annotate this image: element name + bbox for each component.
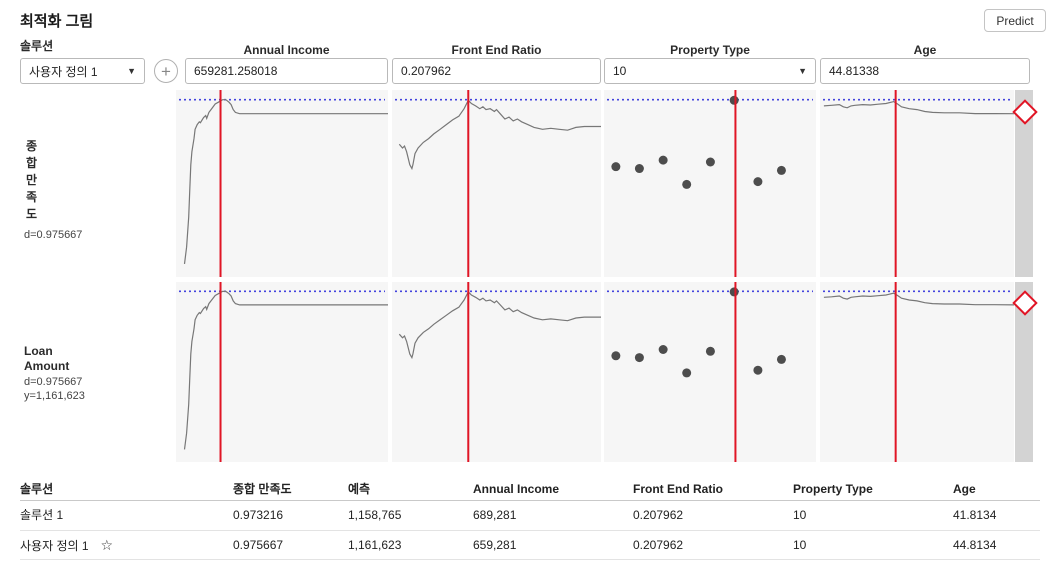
cell-solution-name: 사용자 정의 1 ☆: [20, 537, 114, 553]
profiler-cell-desirability-property-type[interactable]: [604, 90, 816, 277]
factor-header-property-type: Property Type: [670, 43, 750, 57]
col-header-desirability: 종합 만족도: [233, 482, 292, 496]
col-header-property-type: Property Type: [793, 482, 873, 496]
profiler-cell-desirability-front-end-ratio[interactable]: [392, 90, 601, 277]
desirability-d-value: d=0.975667: [24, 229, 83, 241]
profiler-cell-desirability-annual-income[interactable]: [176, 90, 388, 277]
profiler-cell-loan-amount-property-type[interactable]: [604, 282, 816, 462]
factor-header-front-end-ratio: Front End Ratio: [451, 43, 542, 57]
loan-amount-d-value: d=0.975667: [24, 376, 83, 388]
cell-prediction: 1,158,765: [348, 508, 402, 522]
cell-property-type: 10: [793, 508, 807, 522]
solution-dropdown[interactable]: 사용자 정의 1 ▼: [20, 58, 145, 84]
cell-front-end-ratio: 0.207962: [633, 508, 684, 522]
solution-dropdown-value: 사용자 정의 1: [29, 64, 98, 79]
chevron-down-icon: ▼: [798, 66, 807, 76]
cell-property-type: 10: [793, 538, 807, 552]
property-type-dropdown[interactable]: 10 ▼: [604, 58, 816, 84]
cell-annual-income: 659,281: [473, 538, 517, 552]
solutions-table-header: 솔루션 종합 만족도 예측 Annual Income Front End Ra…: [20, 478, 1040, 501]
cell-desirability: 0.973216: [233, 508, 284, 522]
cell-desirability: 0.975667: [233, 538, 284, 552]
cell-age: 41.8134: [953, 508, 997, 522]
cell-annual-income: 689,281: [473, 508, 517, 522]
profiler-cell-loan-amount-annual-income[interactable]: [176, 282, 388, 462]
col-header-annual-income: Annual Income: [473, 482, 560, 496]
response-label-loan-amount-1: Loan: [24, 344, 53, 358]
cell-prediction: 1,161,623: [348, 538, 402, 552]
table-row-user-defined-1[interactable]: 사용자 정의 1 ☆ 0.975667 1,161,623 659,281 0.2…: [20, 531, 1040, 560]
solution-label: 솔루션: [20, 39, 54, 53]
annual-income-field[interactable]: [185, 58, 388, 84]
col-header-front-end-ratio: Front End Ratio: [633, 482, 723, 496]
profiler-cell-desirability-age[interactable]: [820, 90, 1014, 277]
response-label-loan-amount-2: Amount: [24, 359, 70, 373]
col-header-prediction: 예측: [348, 482, 371, 496]
desirability-slider-track-row2[interactable]: [1015, 282, 1033, 462]
desirability-slider-track-row1[interactable]: [1015, 90, 1033, 277]
page-title: 최적화 그림: [20, 13, 94, 30]
factor-header-annual-income: Annual Income: [243, 43, 330, 57]
col-header-solution: 솔루션: [20, 482, 54, 496]
profiler-cell-loan-amount-age[interactable]: [820, 282, 1014, 462]
response-label-desirability: 종 합 만 족 도: [26, 139, 38, 221]
factor-header-age: Age: [913, 43, 937, 57]
cell-front-end-ratio: 0.207962: [633, 538, 684, 552]
table-row-solution-1[interactable]: 솔루션 1 0.973216 1,158,765 689,281 0.20796…: [20, 501, 1040, 531]
loan-amount-y-value: y=1,161,623: [24, 390, 85, 402]
cell-age: 44.8134: [953, 538, 997, 552]
front-end-ratio-field[interactable]: [392, 58, 601, 84]
favorite-star-icon[interactable]: ☆: [100, 537, 114, 553]
add-solution-button[interactable]: +: [154, 59, 178, 83]
predict-button[interactable]: Predict: [984, 9, 1046, 32]
age-field[interactable]: [820, 58, 1030, 84]
profiler-cell-loan-amount-front-end-ratio[interactable]: [392, 282, 601, 462]
property-type-dropdown-value: 10: [613, 64, 627, 78]
cell-solution-name: 솔루션 1: [20, 508, 64, 522]
chevron-down-icon: ▼: [127, 66, 136, 76]
col-header-age: Age: [953, 482, 976, 496]
